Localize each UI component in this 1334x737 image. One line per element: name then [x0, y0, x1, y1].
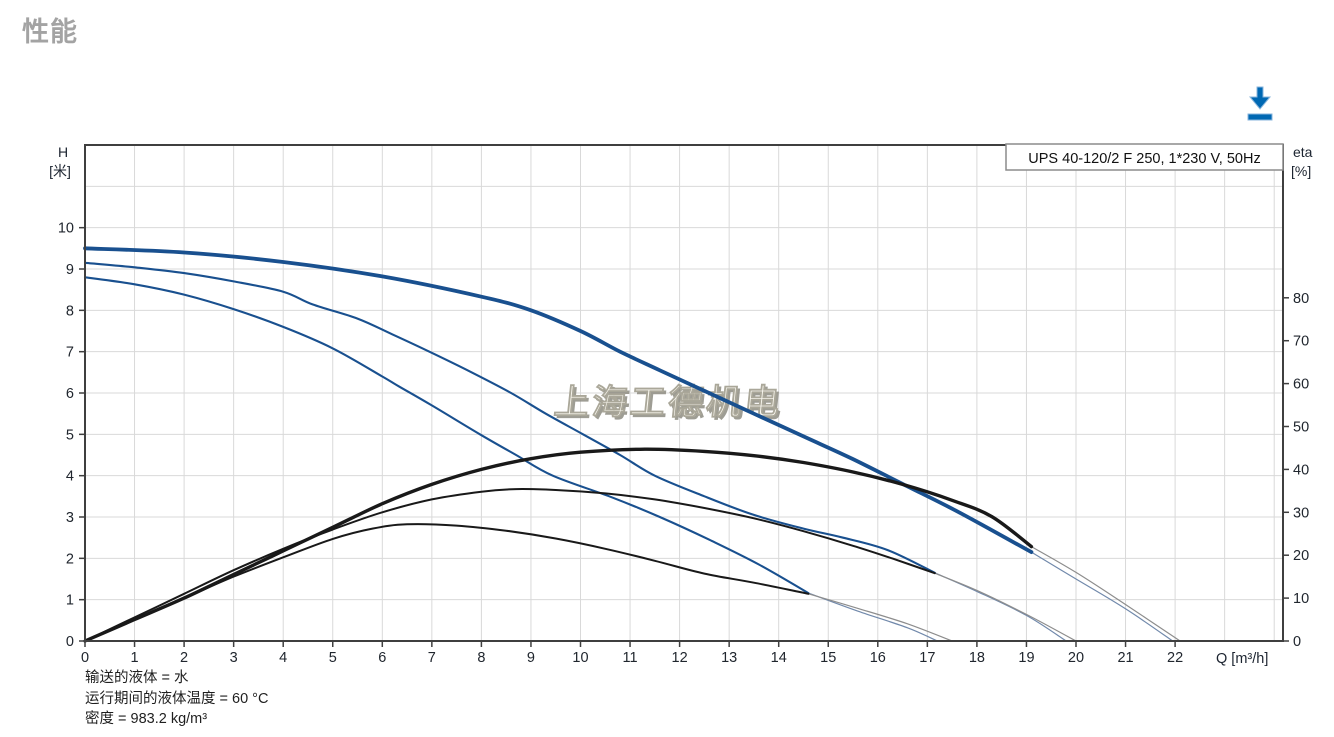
y-left-tick-label: 1	[66, 593, 74, 609]
chart-ticks: 0 1 2 3 4 5 6 7 8 9 10 11 12 13 14 15 16 17 18 19 20 21 220123…	[58, 221, 1309, 666]
right-axis-title: eta	[1293, 144, 1313, 160]
x-tick-label: 6	[378, 650, 386, 666]
pump-label-text: UPS 40-120/2 F 250, 1*230 V, 50Hz	[1028, 151, 1260, 167]
footer-line-liquid: 输送的液体 = 水	[85, 670, 189, 686]
chart-footer: 输送的液体 = 水 运行期间的液体温度 = 60 °C 密度 = 983.2 k…	[85, 668, 268, 730]
y-right-tick-label: 30	[1293, 505, 1309, 521]
chart-curves	[83, 246, 1181, 643]
curve-head-speed1[interactable]	[83, 276, 810, 595]
y-right-tick-label: 70	[1293, 334, 1309, 350]
y-right-tick-label: 20	[1293, 548, 1309, 564]
download-button[interactable]	[1242, 84, 1278, 126]
download-icon	[1247, 86, 1273, 120]
curve-head-speed1-ext	[807, 592, 938, 642]
x-tick-label: 20	[1068, 650, 1084, 666]
y-left-tick-label: 10	[58, 221, 74, 237]
x-tick-label: 17	[919, 650, 935, 666]
pump-label-box: UPS 40-120/2 F 250, 1*230 V, 50Hz	[1005, 143, 1284, 171]
y-right-tick-label: 50	[1293, 420, 1309, 436]
y-left-tick-label: 5	[66, 427, 74, 443]
x-tick-label: 7	[428, 650, 436, 666]
x-tick-label: 16	[870, 650, 886, 666]
y-left-tick-label: 3	[66, 510, 74, 526]
right-axis-unit: [%]	[1291, 163, 1311, 179]
left-axis-unit: [米]	[49, 163, 71, 179]
x-tick-label: 9	[527, 650, 535, 666]
footer-line-temperature: 运行期间的液体温度 = 60 °C	[85, 690, 269, 707]
y-right-tick-label: 10	[1293, 591, 1309, 607]
x-tick-label: 4	[279, 650, 287, 666]
y-right-tick-label: 40	[1293, 462, 1309, 478]
y-right-tick-label: 0	[1293, 634, 1301, 650]
footer-line-density: 密度 = 983.2 kg/m³	[85, 711, 208, 727]
x-tick-label: 8	[477, 650, 485, 666]
y-left-tick-label: 8	[66, 303, 74, 319]
x-tick-label: 15	[820, 650, 836, 666]
curve-eta-speed3-ext	[1030, 546, 1181, 642]
curve-eta-speed1[interactable]	[84, 523, 810, 642]
page-title: 性能	[22, 17, 78, 47]
x-tick-label: 1	[131, 650, 139, 666]
y-left-tick-label: 9	[66, 262, 74, 278]
x-tick-label: 13	[721, 650, 737, 666]
x-tick-label: 12	[672, 650, 688, 666]
pump-label-border	[1005, 143, 1284, 171]
y-left-tick-label: 7	[66, 345, 74, 361]
y-left-tick-label: 4	[66, 469, 74, 485]
y-left-tick-label: 6	[66, 386, 74, 402]
x-tick-label: 18	[969, 650, 985, 666]
x-tick-label: 19	[1018, 650, 1034, 666]
watermark-shadow-text: 上海工德机电	[555, 386, 787, 425]
x-tick-label: 2	[180, 650, 188, 666]
x-tick-label: 14	[771, 650, 787, 666]
x-tick-label: 5	[329, 650, 337, 666]
chart-grid	[85, 145, 1283, 641]
curve-head-speed2-ext	[934, 572, 1067, 642]
curve-eta-speed2[interactable]	[84, 488, 936, 642]
watermark: 上海工德机电 上海工德机电	[552, 383, 787, 425]
y-right-tick-label: 60	[1293, 377, 1309, 393]
curve-eta-speed3[interactable]	[83, 447, 1034, 643]
bottom-axis-title: Q [m³/h]	[1216, 651, 1268, 667]
x-tick-label: 22	[1167, 650, 1183, 666]
curve-head-speed3-ext	[1030, 551, 1174, 642]
x-tick-label: 10	[572, 650, 588, 666]
y-right-tick-label: 80	[1293, 291, 1309, 307]
y-left-tick-label: 2	[66, 551, 74, 567]
x-tick-label: 21	[1117, 650, 1133, 666]
y-left-tick-label: 0	[66, 634, 74, 650]
x-tick-label: 11	[623, 650, 638, 666]
curve-head-speed2[interactable]	[83, 261, 936, 574]
x-tick-label: 3	[230, 650, 238, 666]
left-axis-title: H	[58, 144, 68, 160]
curve-eta-speed2-ext	[934, 572, 1077, 642]
x-tick-label: 0	[81, 650, 89, 666]
curve-eta-speed1-ext	[807, 593, 953, 642]
watermark-text: 上海工德机电	[552, 383, 784, 422]
